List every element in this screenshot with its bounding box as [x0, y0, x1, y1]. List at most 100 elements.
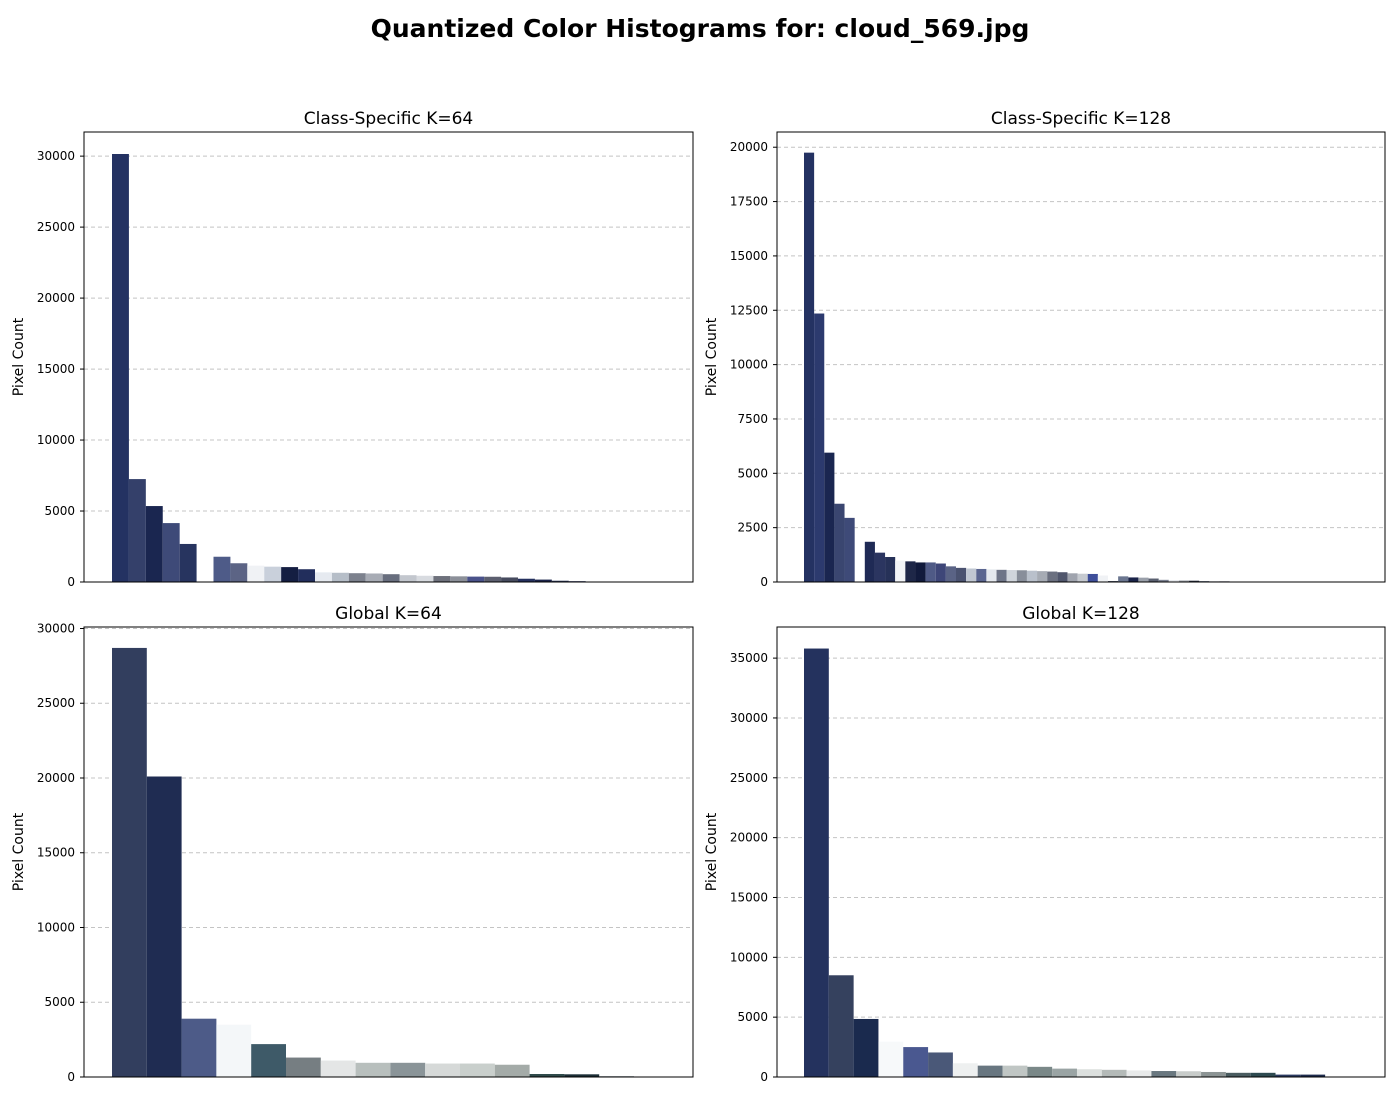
- histogram-bar: [251, 1044, 286, 1077]
- histogram-bar: [230, 563, 248, 582]
- histogram-bar: [804, 648, 829, 1077]
- histogram-bar: [331, 572, 349, 582]
- histogram-bar: [1300, 1074, 1326, 1077]
- histogram-bar: [460, 1063, 495, 1077]
- histogram-bar: [915, 562, 926, 582]
- histogram-bar: [494, 1064, 530, 1077]
- histogram-bar: [213, 556, 231, 582]
- histogram-bar: [1176, 1071, 1202, 1077]
- histogram-bar: [355, 1062, 391, 1077]
- histogram-bar: [925, 562, 936, 582]
- histogram-bar: [1118, 576, 1129, 582]
- axes-frame: [776, 131, 1386, 583]
- histogram-bar: [885, 557, 896, 582]
- y-tick-label: 20000: [730, 831, 768, 845]
- y-tick-label: 5000: [44, 504, 75, 518]
- histogram-bar: [1047, 571, 1058, 582]
- histogram-bar: [264, 566, 282, 582]
- histogram-bar: [467, 576, 485, 582]
- histogram-bar: [1178, 580, 1190, 582]
- histogram-bar: [814, 313, 825, 582]
- histogram-bar: [281, 567, 299, 582]
- histogram-bar: [551, 580, 569, 582]
- y-tick-label: 30000: [730, 711, 768, 725]
- histogram-bar: [804, 152, 815, 583]
- histogram-bar: [1016, 570, 1027, 582]
- histogram-bar: [399, 575, 417, 582]
- histogram-bar: [128, 479, 146, 582]
- y-tick-label: 25000: [730, 771, 768, 785]
- histogram-bar: [874, 552, 886, 582]
- histogram-bar: [1250, 1072, 1276, 1077]
- histogram-bar: [1158, 579, 1169, 582]
- histogram-bar: [1138, 577, 1149, 582]
- y-tick-label: 10000: [37, 920, 75, 934]
- y-axis-label: Pixel Count: [704, 812, 720, 891]
- y-tick-label: 20000: [37, 771, 75, 785]
- histogram-bar: [145, 506, 163, 582]
- axes-frame: [776, 626, 1386, 1078]
- panel-title: Class-Specific K=128: [991, 109, 1171, 129]
- histogram-bar: [564, 1074, 600, 1077]
- histogram-bar: [1006, 570, 1017, 582]
- y-tick-label: 15000: [37, 362, 75, 376]
- chart-panel-3: 0 5000 10000 15000 20000 25000 30000 Pixel Coun…: [11, 604, 694, 1084]
- histogram-bar: [905, 561, 916, 582]
- y-axis-label: Pixel Count: [11, 317, 27, 396]
- histogram-bar: [450, 576, 468, 582]
- y-tick-label: 35000: [730, 651, 768, 665]
- y-tick-label: 10000: [730, 358, 768, 372]
- histogram-bar: [966, 568, 977, 582]
- histogram-bar: [903, 1047, 929, 1077]
- histogram-bar: [824, 452, 835, 582]
- histogram-bar: [382, 574, 400, 582]
- histogram-bar: [1168, 580, 1179, 582]
- histogram-bar: [1225, 1072, 1251, 1077]
- histogram-bar: [146, 776, 182, 1077]
- y-tick-label: 10000: [37, 433, 75, 447]
- histogram-bar: [976, 568, 987, 582]
- histogram-bar: [1189, 580, 1200, 582]
- histogram-bar: [112, 647, 147, 1077]
- histogram-bar: [1076, 1069, 1102, 1077]
- axes-frame: [83, 626, 694, 1078]
- histogram-bar: [977, 1065, 1003, 1077]
- y-tick-label: 15000: [37, 846, 75, 860]
- y-tick-label: 30000: [37, 149, 75, 163]
- y-tick-label: 10000: [730, 950, 768, 964]
- histogram-bar: [1148, 578, 1159, 582]
- histogram-bar: [952, 1063, 978, 1077]
- histogram-bar: [1037, 571, 1048, 582]
- y-tick-label: 12500: [730, 303, 768, 317]
- figure-suptitle: Quantized Color Histograms for: cloud_56…: [370, 14, 1030, 43]
- histogram-bar: [179, 543, 197, 582]
- histogram-bar: [501, 577, 518, 582]
- histogram-bar: [1026, 570, 1038, 582]
- y-tick-label: 5000: [737, 466, 768, 480]
- histogram-bar: [945, 566, 956, 582]
- y-tick-label: 5000: [737, 1010, 768, 1024]
- histogram-bar: [834, 503, 845, 582]
- histogram-bar: [956, 567, 967, 582]
- y-tick-label: 0: [67, 1070, 75, 1084]
- histogram-bar: [996, 569, 1007, 582]
- y-tick-label: 0: [760, 1070, 768, 1084]
- histogram-bar: [1097, 575, 1108, 582]
- histogram-bar: [853, 1018, 879, 1077]
- histogram-bar: [162, 523, 180, 582]
- histogram-bar: [112, 154, 129, 582]
- histogram-bar: [1128, 577, 1139, 582]
- histogram-bar: [315, 572, 332, 582]
- y-tick-label: 20000: [37, 291, 75, 305]
- y-tick-label: 30000: [37, 621, 75, 635]
- histogram-bar: [298, 569, 315, 582]
- histogram-bar: [1151, 1071, 1177, 1077]
- y-tick-label: 15000: [730, 890, 768, 904]
- histogram-bar: [425, 1063, 460, 1077]
- chart-panel-1: 0 5000 10000 15000 20000 25000 30000 Pixel Coun…: [11, 109, 694, 589]
- histogram-bar: [433, 576, 451, 582]
- histogram-bar: [1126, 1070, 1152, 1077]
- axes-frame: [83, 131, 694, 583]
- histogram-bar: [1077, 573, 1088, 582]
- histogram-bar: [484, 576, 502, 582]
